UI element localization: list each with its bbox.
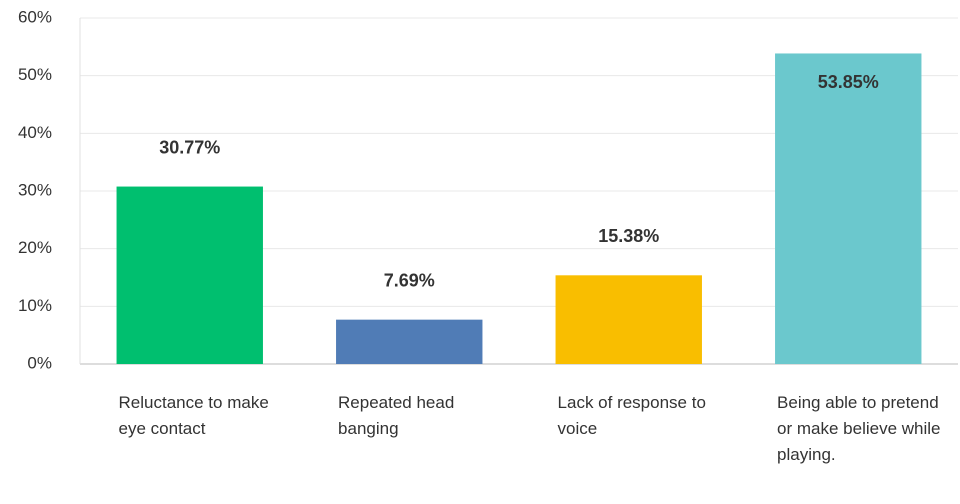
y-tick-label: 30% xyxy=(18,180,52,199)
bar xyxy=(555,275,702,364)
y-tick-label: 20% xyxy=(18,238,52,257)
y-tick-label: 60% xyxy=(18,7,52,26)
y-tick-label: 40% xyxy=(18,123,52,142)
value-label: 30.77% xyxy=(159,137,220,157)
y-tick-label: 0% xyxy=(27,353,52,372)
y-tick-label: 50% xyxy=(18,65,52,84)
value-label: 15.38% xyxy=(598,226,659,246)
bar xyxy=(116,186,263,364)
value-label: 53.85% xyxy=(818,72,879,92)
bar xyxy=(336,319,483,364)
x-tick-label: Lack of response to voice xyxy=(557,393,706,438)
bar xyxy=(775,53,922,365)
y-tick-label: 10% xyxy=(18,296,52,315)
x-tick-label: Being able to pretend or make believe wh… xyxy=(777,393,941,464)
value-label: 7.69% xyxy=(384,270,435,290)
x-tick-label: Repeated head banging xyxy=(338,393,455,438)
x-tick-label: Reluctance to make eye contact xyxy=(118,393,269,438)
